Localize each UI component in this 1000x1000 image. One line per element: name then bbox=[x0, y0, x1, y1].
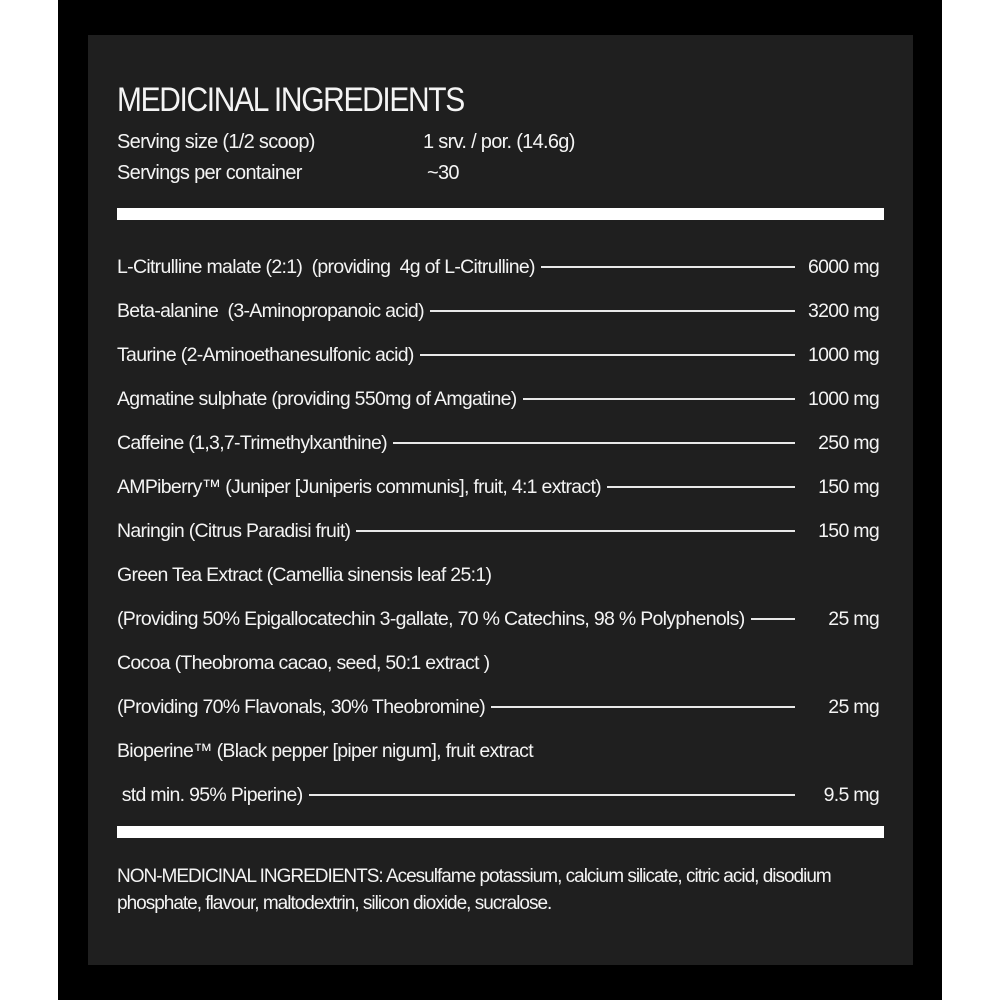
ingredient-row: Cocoa (Theobroma cacao, seed, 50:1 extra… bbox=[117, 641, 879, 685]
leader-line bbox=[750, 618, 795, 620]
servings-per-container-label: Servings per container bbox=[117, 162, 302, 184]
ingredient-amount: 1000 mg bbox=[808, 343, 880, 366]
ingredient-name: Green Tea Extract (Camellia sinensis lea… bbox=[117, 563, 492, 586]
section-title: MEDICINAL INGREDIENTS bbox=[117, 81, 465, 119]
non-medicinal-ingredients: NON-MEDICINAL INGREDIENTS: Acesulfame po… bbox=[117, 866, 832, 914]
ingredient-name: Naringin (Citrus Paradisi fruit) bbox=[117, 519, 351, 542]
ingredient-row: (Providing 50% Epigallocatechin 3-gallat… bbox=[117, 597, 880, 641]
ingredient-amount: 6000 mg bbox=[808, 255, 880, 278]
ingredient-name: AMPiberry™ (Juniper [Juniperis communis]… bbox=[117, 475, 602, 498]
ingredient-name: Taurine (2-Aminoethanesulfonic acid) bbox=[117, 343, 414, 366]
ingredient-row: Caffeine (1,3,7-Trimethylxanthine) 250 mg bbox=[117, 421, 880, 465]
leader-line bbox=[429, 310, 795, 312]
ingredient-name: Cocoa (Theobroma cacao, seed, 50:1 extra… bbox=[117, 651, 490, 674]
ingredient-list: L-Citrulline malate (2:1) (providing 4g … bbox=[117, 245, 880, 817]
ingredient-row: L-Citrulline malate (2:1) (providing 4g … bbox=[117, 245, 880, 289]
ingredient-name: std min. 95% Piperine) bbox=[117, 783, 303, 806]
ingredient-name: Caffeine (1,3,7-Trimethylxanthine) bbox=[117, 431, 388, 454]
ingredient-row: Agmatine sulphate (providing 550mg of Am… bbox=[117, 377, 880, 421]
leader-line bbox=[419, 354, 795, 356]
serving-size-row: Serving size (1/2 scoop) 1 srv. / por. (… bbox=[117, 131, 575, 154]
ingredient-row: Naringin (Citrus Paradisi fruit) 150 mg bbox=[117, 509, 880, 553]
leader-line bbox=[540, 266, 795, 268]
leader-line bbox=[491, 706, 795, 708]
ingredient-amount: 1000 mg bbox=[808, 387, 880, 410]
ingredient-amount: 250 mg bbox=[818, 431, 880, 454]
ingredient-row: std min. 95% Piperine) 9.5 mg bbox=[117, 773, 880, 817]
servings-per-container-row: Servings per container ~30 bbox=[117, 162, 460, 185]
ingredient-amount: 3200 mg bbox=[808, 299, 880, 322]
ingredient-row: Bioperine™ (Black pepper [piper nigum], … bbox=[117, 729, 879, 773]
ingredient-name: Bioperine™ (Black pepper [piper nigum], … bbox=[117, 739, 534, 762]
ingredient-amount: 9.5 mg bbox=[823, 783, 880, 806]
ingredient-amount: 25 mg bbox=[828, 695, 879, 718]
leader-line bbox=[308, 794, 795, 796]
ingredient-name: Beta-alanine (3-Aminopropanoic acid) bbox=[117, 299, 425, 322]
leader-line bbox=[392, 442, 795, 444]
ingredient-name: L-Citrulline malate (2:1) (providing 4g … bbox=[117, 255, 536, 278]
ingredient-row: Green Tea Extract (Camellia sinensis lea… bbox=[117, 553, 879, 597]
leader-line bbox=[606, 486, 795, 488]
servings-per-container-value: ~30 bbox=[427, 162, 460, 184]
ingredient-row: Beta-alanine (3-Aminopropanoic acid) 3200… bbox=[117, 289, 880, 333]
serving-size-value: 1 srv. / por. (14.6g) bbox=[423, 131, 575, 153]
divider-bar-bottom bbox=[117, 826, 884, 838]
ingredient-name: Agmatine sulphate (providing 550mg of Am… bbox=[117, 387, 517, 410]
ingredient-row: Taurine (2-Aminoethanesulfonic acid) 1000… bbox=[117, 333, 880, 377]
ingredient-name: (Providing 70% Flavonals, 30% Theobromin… bbox=[117, 695, 486, 718]
divider-bar-top bbox=[117, 208, 884, 220]
ingredient-amount: 150 mg bbox=[818, 519, 880, 542]
leader-line bbox=[522, 398, 795, 400]
ingredient-row: (Providing 70% Flavonals, 30% Theobromin… bbox=[117, 685, 880, 729]
ingredient-name: (Providing 50% Epigallocatechin 3-gallat… bbox=[117, 607, 745, 630]
ingredient-amount: 150 mg bbox=[818, 475, 880, 498]
ingredient-amount: 25 mg bbox=[828, 607, 879, 630]
ingredient-row: AMPiberry™ (Juniper [Juniperis communis]… bbox=[117, 465, 880, 509]
serving-size-label: Serving size (1/2 scoop) bbox=[117, 131, 315, 153]
ingredients-panel: MEDICINAL INGREDIENTS Serving size (1/2 … bbox=[88, 35, 913, 965]
leader-line bbox=[356, 530, 795, 532]
